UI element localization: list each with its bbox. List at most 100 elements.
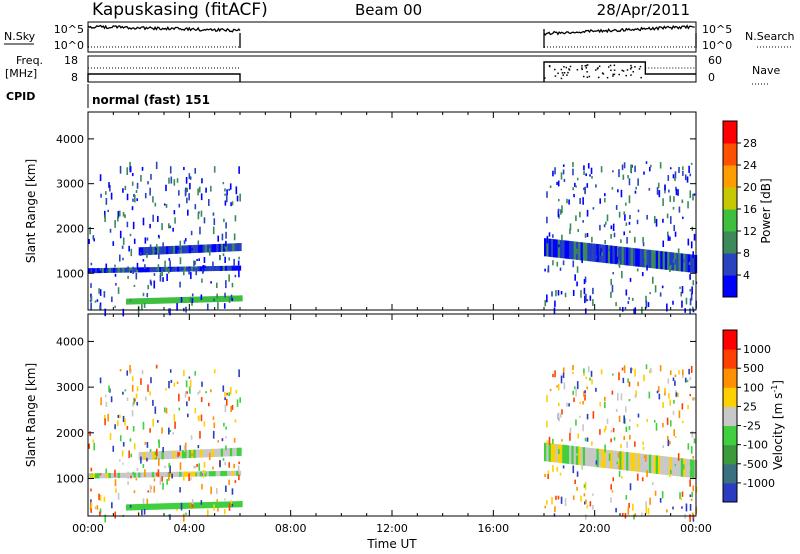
colorbar-swatch xyxy=(723,425,737,446)
velocity-speckle xyxy=(124,418,126,426)
power-speckle xyxy=(90,262,93,266)
power-speckle xyxy=(109,228,112,233)
velocity-speckle xyxy=(572,390,574,395)
velocity-speckle xyxy=(90,501,93,508)
power-speckle xyxy=(161,271,163,277)
nave-dot xyxy=(562,74,564,76)
velocity-echo-cell xyxy=(156,451,160,460)
velocity-speckle xyxy=(612,427,615,433)
nave-dot xyxy=(612,73,614,76)
velocity-echo-cell xyxy=(106,473,109,479)
velocity-speckle xyxy=(689,514,691,522)
nave-dot xyxy=(613,64,616,67)
velocity-speckle xyxy=(564,498,567,506)
velocity-speckle xyxy=(577,433,580,439)
power-echo-cell xyxy=(227,243,231,252)
velocity-speckle xyxy=(195,472,198,477)
power-speckle xyxy=(636,268,639,272)
power-speckle xyxy=(217,302,219,310)
station-title: Kapuskasing (fitACF) xyxy=(92,0,268,20)
power-speckle xyxy=(561,234,563,241)
velocity-echo-cell xyxy=(591,448,595,467)
x-tick-label: 00:00 xyxy=(680,522,712,535)
velocity-speckle xyxy=(224,404,227,413)
velocity-speckle xyxy=(130,475,132,479)
velocity-speckle xyxy=(146,442,149,448)
velocity-speckle xyxy=(672,506,674,510)
cpid-label: CPID xyxy=(6,90,35,103)
velocity-speckle xyxy=(99,511,101,517)
power-speckle xyxy=(547,265,550,273)
nsky-tick-high: 10^5 xyxy=(54,23,84,36)
power-speckle xyxy=(149,187,151,196)
velocity-speckle xyxy=(549,388,552,392)
velocity-echo-cell xyxy=(642,453,645,473)
power-speckle xyxy=(636,219,639,225)
velocity-speckle xyxy=(168,463,171,469)
velocity-speckle xyxy=(583,484,586,488)
power-echo-cell xyxy=(639,248,643,268)
power-speckle xyxy=(690,293,693,301)
power-echo-cell xyxy=(169,297,172,304)
power-speckle xyxy=(142,292,145,297)
power-speckle xyxy=(147,284,150,290)
power-speckle xyxy=(688,165,690,173)
velocity-speckle xyxy=(592,411,595,419)
power-speckle xyxy=(599,198,601,204)
power-echo-cell xyxy=(158,266,162,273)
colorbar-swatch xyxy=(723,209,737,232)
power-speckle xyxy=(672,206,675,210)
power-speckle xyxy=(549,185,552,188)
velocity-speckle xyxy=(583,368,585,374)
power-speckle xyxy=(557,180,560,187)
power-speckle xyxy=(631,164,633,168)
nsky-strip: N.Sky 10^5 10^0 10^5 10^0 N.Search xyxy=(4,21,795,53)
velocity-echo-cell xyxy=(101,473,105,479)
velocity-speckle xyxy=(619,456,621,462)
power-speckle xyxy=(669,195,672,202)
power-echo-cell xyxy=(550,238,554,258)
velocity-echo-cell xyxy=(192,471,196,477)
velocity-speckle xyxy=(231,503,234,507)
velocity-speckle xyxy=(99,494,102,502)
velocity-speckle xyxy=(135,393,138,399)
power-speckle xyxy=(600,166,603,173)
power-speckle xyxy=(231,282,234,288)
velocity-speckle xyxy=(646,470,648,478)
power-speckle xyxy=(672,174,675,179)
power-echo-cell xyxy=(557,239,561,258)
power-speckle xyxy=(156,267,158,270)
velocity-speckle xyxy=(686,379,689,383)
velocity-speckle xyxy=(128,450,130,459)
velocity-echo-cell xyxy=(233,470,237,476)
velocity-echo-cell xyxy=(689,459,693,478)
velocity-speckle xyxy=(573,397,575,403)
velocity-speckle xyxy=(149,484,152,493)
power-speckle xyxy=(669,236,671,241)
velocity-echo-cell xyxy=(204,449,208,458)
velocity-speckle xyxy=(689,393,692,397)
velocity-speckle xyxy=(618,465,621,470)
velocity-speckle xyxy=(636,473,639,481)
power-speckle xyxy=(129,299,132,302)
power-speckle xyxy=(197,240,200,246)
velocity-speckle xyxy=(228,462,231,468)
power-speckle xyxy=(114,220,116,228)
x-tick-label: 08:00 xyxy=(275,522,307,535)
velocity-speckle xyxy=(198,390,201,394)
velocity-echo-cell xyxy=(213,471,217,477)
velocity-speckle xyxy=(560,496,563,504)
nave-dot xyxy=(568,68,570,70)
velocity-speckle xyxy=(547,470,550,475)
velocity-speckle xyxy=(621,367,624,371)
power-echo-cell xyxy=(197,266,201,272)
power-echo-cell xyxy=(174,266,178,272)
power-speckle xyxy=(203,217,206,224)
nave-dot xyxy=(598,65,601,68)
time-axis-label: Time UT xyxy=(366,537,417,551)
power-speckle xyxy=(617,247,620,254)
power-speckle xyxy=(669,167,672,170)
velocity-speckle xyxy=(233,463,235,469)
velocity-echo-cell xyxy=(210,501,214,509)
power-speckle xyxy=(666,213,669,219)
